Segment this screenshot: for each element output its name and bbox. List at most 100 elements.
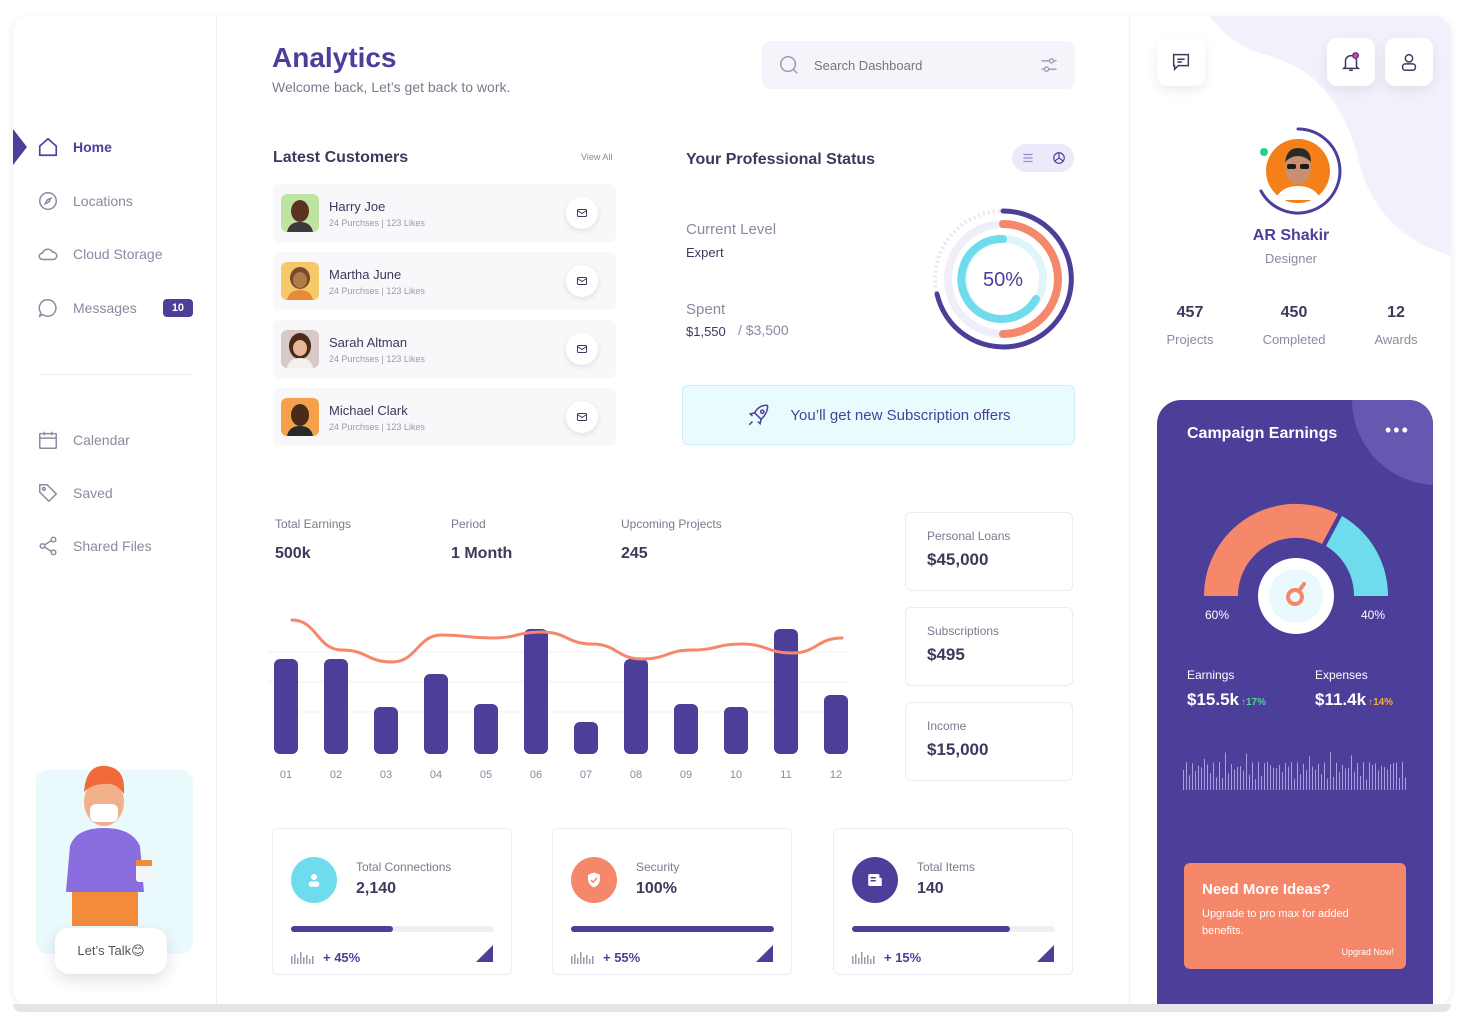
personal-loans-card: Personal Loans $45,000 — [905, 512, 1073, 591]
wave-bar — [1264, 763, 1265, 790]
mail-button[interactable] — [566, 333, 598, 365]
view-all-link[interactable]: View All — [581, 152, 613, 162]
x-tick-label: 02 — [330, 769, 342, 781]
total-items-card: Total Items 140 + 15% — [833, 828, 1073, 975]
wave-bar — [1390, 764, 1391, 790]
corner-triangle-icon — [756, 945, 773, 962]
wave-bar — [1243, 770, 1244, 790]
avatar — [281, 330, 319, 368]
chart-bar[interactable] — [674, 704, 698, 754]
earnings-line — [290, 618, 844, 664]
chart-bar[interactable] — [524, 629, 548, 754]
wave-bar — [1237, 766, 1238, 790]
chart-bar[interactable] — [624, 659, 648, 754]
customer-name: Michael Clark — [329, 402, 408, 418]
chat-icon — [38, 299, 57, 318]
list-view-icon[interactable] — [1021, 151, 1035, 165]
sidebar-item-home[interactable]: Home — [37, 136, 112, 158]
total-connections-card: Total Connections 2,140 + 45% — [272, 828, 512, 975]
search-icon — [780, 56, 798, 74]
search-bar — [762, 41, 1075, 89]
x-tick-label: 05 — [480, 769, 492, 781]
wave-bar — [1366, 779, 1367, 790]
wave-bar — [1213, 762, 1214, 790]
promo-card — [36, 765, 193, 954]
view-toggle — [1012, 144, 1074, 172]
chart-bar[interactable] — [724, 707, 748, 754]
notification-button[interactable] — [1327, 38, 1375, 86]
customer-row[interactable]: Martha June 24 Purchses | 123 Likes — [273, 252, 616, 310]
search-input[interactable] — [814, 57, 1025, 73]
sidebar-item-shared-files[interactable]: Shared Files — [37, 535, 152, 557]
user-icon — [291, 857, 337, 903]
earnings-chart: 01 02 03 04 05 06 07 08 09 10 11 12 — [268, 618, 848, 781]
wave-bar — [1300, 774, 1301, 790]
mail-button[interactable] — [566, 401, 598, 433]
mail-button[interactable] — [566, 265, 598, 297]
wave-bar — [1348, 767, 1349, 790]
chart-bar[interactable] — [824, 695, 848, 754]
chart-bar[interactable] — [324, 659, 348, 754]
wave-bar — [1378, 770, 1379, 790]
wave-bar — [1189, 775, 1190, 790]
chart-view-icon[interactable] — [1052, 151, 1066, 165]
sidebar: Home Locations Cloud Storage Messages 10… — [13, 16, 217, 1006]
subscription-offer-banner[interactable]: You’ll get new Subscription offers — [682, 385, 1075, 445]
wave-bar — [1381, 765, 1382, 790]
x-tick-label: 03 — [380, 769, 392, 781]
sidebar-item-saved[interactable]: Saved — [37, 482, 113, 504]
wave-bar — [1363, 762, 1364, 790]
wave-bar — [1270, 765, 1271, 790]
wave-bar — [1327, 778, 1328, 790]
account-button[interactable] — [1385, 38, 1433, 86]
awards-stat: 12 Awards — [1374, 304, 1418, 347]
status-ring-chart — [933, 208, 1074, 350]
sidebar-item-cloud-storage[interactable]: Cloud Storage — [37, 243, 163, 265]
wave-bar — [1207, 764, 1208, 790]
sidebar-item-messages[interactable]: Messages 10 — [37, 297, 194, 319]
x-tick-label: 09 — [680, 769, 692, 781]
dashboard-frame: Home Locations Cloud Storage Messages 10… — [13, 16, 1451, 1006]
mail-icon — [577, 209, 587, 217]
total-earnings-value: 500k — [275, 545, 311, 562]
spent-value: $1,550 — [686, 324, 726, 339]
sidebar-item-label: Saved — [73, 485, 113, 501]
chart-bar[interactable] — [474, 704, 498, 754]
upcoming-projects-label: Upcoming Projects — [621, 517, 722, 531]
upgrade-card[interactable]: Need More Ideas? Upgrade to pro max for … — [1184, 863, 1406, 969]
mail-button[interactable] — [566, 197, 598, 229]
wave-bar — [1309, 756, 1310, 790]
lets-talk-button[interactable]: Let’s Talk😊 — [55, 928, 167, 974]
sidebar-item-calendar[interactable]: Calendar — [37, 429, 130, 451]
upgrade-now-link[interactable]: Upgrad Now! — [1341, 947, 1394, 957]
customer-row[interactable]: Sarah Altman 24 Purchses | 123 Likes — [273, 320, 616, 378]
customer-row[interactable]: Michael Clark 24 Purchses | 123 Likes — [273, 388, 616, 446]
customer-name: Harry Joe — [329, 198, 386, 214]
earnings-label: Earnings — [1187, 668, 1235, 682]
filter-icon[interactable] — [1039, 55, 1059, 75]
subscriptions-card: Subscriptions $495 — [905, 607, 1073, 686]
wave-bar — [1297, 762, 1298, 790]
chart-bar[interactable] — [274, 659, 298, 754]
sidebar-item-label: Locations — [73, 193, 133, 209]
customer-meta: 24 Purchses | 123 Likes — [329, 421, 425, 432]
rocket-icon — [749, 404, 769, 426]
expenses-label: Expenses — [1315, 668, 1368, 682]
chart-bar[interactable] — [374, 707, 398, 754]
customer-meta: 24 Purchses | 123 Likes — [329, 353, 425, 364]
compass-icon — [39, 192, 57, 210]
chart-bar[interactable] — [574, 722, 598, 754]
earnings-percent: 60% — [1205, 608, 1230, 622]
chart-bar[interactable] — [774, 629, 798, 754]
chat-button[interactable] — [1157, 38, 1205, 86]
wave-bar — [1291, 762, 1292, 790]
wave-bar — [1402, 762, 1403, 790]
total-earnings-label: Total Earnings — [275, 517, 352, 531]
wave-bar — [1369, 762, 1370, 790]
chart-bar[interactable] — [424, 674, 448, 754]
sidebar-item-locations[interactable]: Locations — [37, 190, 133, 212]
card-value: $15,000 — [927, 740, 989, 759]
current-level-value: Expert — [686, 245, 724, 260]
customer-row[interactable]: Harry Joe 24 Purchses | 123 Likes — [273, 184, 616, 242]
more-options-icon[interactable]: ••• — [1385, 420, 1410, 440]
